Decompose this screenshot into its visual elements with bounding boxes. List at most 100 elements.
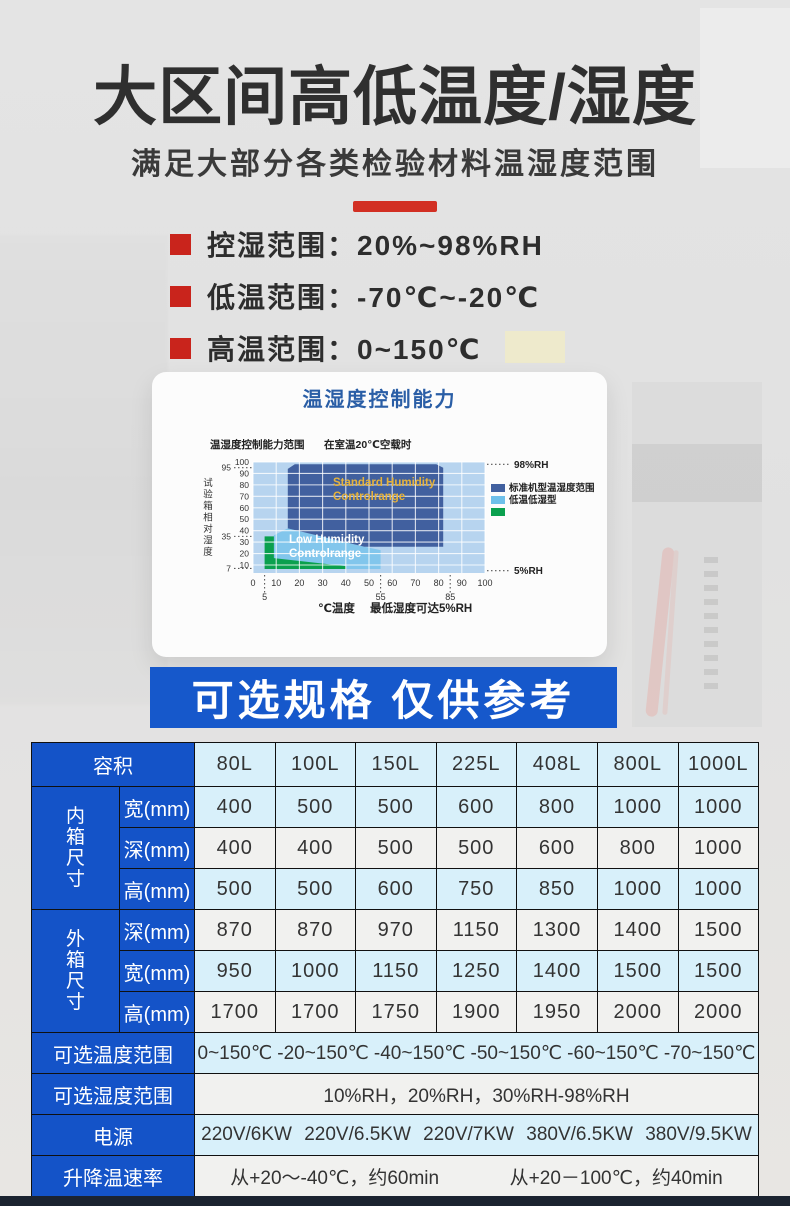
table-cell: 1700 — [194, 991, 276, 1033]
svg-text:20: 20 — [294, 578, 304, 588]
svg-text:30: 30 — [240, 537, 250, 547]
table-cell: 400 — [194, 786, 276, 828]
bullet-item: 高温范围：0~150℃ — [170, 330, 544, 366]
svg-text:20: 20 — [240, 549, 250, 559]
table-cell: 600 — [435, 786, 517, 828]
table-header-volume: 容积 — [31, 742, 195, 787]
bullet-item: 控湿范围：20%~98%RH — [170, 226, 544, 262]
table-row: 升降温速率 从+20～-40℃，约60min 从+20－100℃，约40min — [31, 1155, 759, 1197]
table-cell: 500 — [435, 827, 517, 869]
table-group-label: 外箱尺寸 — [31, 909, 120, 1033]
spec-bullets: 控湿范围：20%~98%RH 低温范围：-70℃~-20℃ 高温范围：0~150… — [170, 226, 544, 382]
svg-text:标准机型温湿度范围: 标准机型温湿度范围 — [508, 482, 595, 494]
spec-banner-text: 可选规格 仅供参考 — [191, 677, 576, 724]
table-row-label: 宽(mm) — [119, 786, 195, 828]
table-cell: 1000 — [274, 950, 356, 992]
table-cell: 870 — [274, 909, 356, 951]
table-row-label: 升降温速率 — [31, 1155, 195, 1197]
bullet-square-icon — [170, 337, 191, 359]
table-cell: 800 — [516, 786, 598, 828]
svg-text:10: 10 — [240, 560, 250, 570]
table-cell: 1000 — [597, 786, 679, 828]
svg-text:验: 验 — [203, 489, 213, 501]
table-cell: 1250 — [435, 950, 517, 992]
svg-text:60: 60 — [387, 578, 397, 588]
spec-banner: 可选规格 仅供参考 — [150, 667, 617, 728]
table-cell: 750 — [435, 868, 517, 910]
table-cell: 2000 — [677, 991, 759, 1033]
svg-text:10: 10 — [271, 578, 281, 588]
table-row-label: 宽(mm) — [119, 950, 195, 992]
table-cell: 800 — [597, 827, 679, 869]
table-cell: 400 — [194, 827, 276, 869]
table-cell: 1150 — [435, 909, 517, 951]
background-photo-left — [0, 235, 168, 705]
bullet-square-icon — [170, 285, 191, 307]
background-photo-slots — [704, 557, 718, 692]
svg-text:Controlrange: Controlrange — [289, 548, 361, 560]
svg-text:最低湿度可达5%RH: 最低湿度可达5%RH — [370, 601, 472, 615]
table-header-cell: 80L — [194, 742, 276, 787]
svg-text:35: 35 — [222, 531, 232, 541]
svg-text:50: 50 — [240, 514, 250, 524]
bullet-text: 高温范围：0~150℃ — [207, 334, 482, 365]
table-cell-merged: 220V/6KW 220V/6.5KW 220V/7KW 380V/6.5KW 380V… — [194, 1114, 759, 1156]
table-row-label: 深(mm) — [119, 827, 195, 869]
table-cell: 500 — [355, 786, 437, 828]
svg-text:温湿度控制能力范围: 温湿度控制能力范围 — [210, 438, 305, 451]
chart-title: 温湿度控制能力 — [302, 389, 457, 411]
svg-text:7: 7 — [226, 563, 231, 573]
table-cell: 1500 — [677, 950, 759, 992]
table-row: 深(mm) 400 400 500 500 600 800 1000 — [32, 827, 759, 869]
svg-text:90: 90 — [240, 468, 250, 478]
table-cell-merged: 0~150℃ -20~150℃ -40~150℃ -50~150℃ -60~150℃ -7… — [194, 1032, 759, 1074]
svg-text:40: 40 — [240, 526, 250, 536]
table-row: 高(mm) 500 500 600 750 850 1000 1000 — [32, 868, 759, 910]
table-cell: 600 — [355, 868, 437, 910]
background-photo-cable — [645, 546, 675, 718]
svg-text:80: 80 — [434, 578, 444, 588]
svg-text:60: 60 — [240, 503, 250, 513]
table-cell: 600 — [516, 827, 598, 869]
table-cell-merged: 10%RH，20%RH，30%RH-98%RH — [194, 1073, 759, 1115]
table-row: 高(mm) 1700 1700 1750 1900 1950 2000 2000 — [32, 991, 759, 1033]
table-cell-merged: 从+20～-40℃，约60min 从+20－100℃，约40min — [194, 1155, 759, 1197]
table-cell: 500 — [194, 868, 276, 910]
svg-text:Standard Humidity: Standard Humidity — [333, 477, 436, 489]
svg-text:箱: 箱 — [203, 500, 213, 512]
table-row-label: 高(mm) — [119, 868, 195, 910]
svg-text:0: 0 — [250, 578, 255, 588]
bullet-item: 低温范围：-70℃~-20℃ — [170, 278, 544, 314]
svg-text:℃温度: ℃温度 — [318, 601, 355, 615]
table-cell: 1700 — [274, 991, 356, 1033]
svg-text:95: 95 — [222, 463, 232, 473]
svg-text:80: 80 — [240, 480, 250, 490]
svg-text:低温低湿型: 低温低湿型 — [508, 494, 557, 506]
table-cell: 500 — [274, 786, 356, 828]
table-cell: 500 — [274, 868, 356, 910]
table-cell: 870 — [194, 909, 276, 951]
table-header-cell: 225L — [435, 742, 517, 787]
svg-text:30: 30 — [318, 578, 328, 588]
table-row: 外箱尺寸深(mm) 870 870 970 1150 1300 1400 1500 — [31, 909, 759, 1033]
table-row: 可选温度范围 0~150℃ -20~150℃ -40~150℃ -50~150℃ -60~… — [31, 1032, 759, 1074]
bullet-text: 控湿范围：20%~98%RH — [207, 230, 544, 261]
background-photo-right — [632, 382, 762, 727]
bullet-text: 低温范围：-70℃~-20℃ — [207, 282, 541, 313]
svg-text:55: 55 — [376, 592, 386, 602]
svg-text:湿: 湿 — [203, 536, 213, 547]
svg-text:Low Humidity: Low Humidity — [289, 534, 365, 546]
table-cell: 970 — [355, 909, 437, 951]
chart-card: 温湿度控制能力 0 10 20 30 40 50 60 70 80 90 100 100 90 80 70 6… — [152, 372, 607, 657]
svg-text:98%RH: 98%RH — [514, 460, 548, 471]
svg-text:在室温20℃空载时: 在室温20℃空载时 — [324, 438, 412, 451]
table-cell: 1500 — [597, 950, 679, 992]
table-cell: 1950 — [516, 991, 598, 1033]
svg-text:50: 50 — [364, 578, 374, 588]
table-header-cell: 150L — [355, 742, 437, 787]
table-cell: 1000 — [597, 868, 679, 910]
humidity-control-chart: 0 10 20 30 40 50 60 70 80 90 100100908070605040302… — [203, 438, 595, 615]
table-cell: 1900 — [435, 991, 517, 1033]
table-cell: 1000 — [677, 868, 759, 910]
